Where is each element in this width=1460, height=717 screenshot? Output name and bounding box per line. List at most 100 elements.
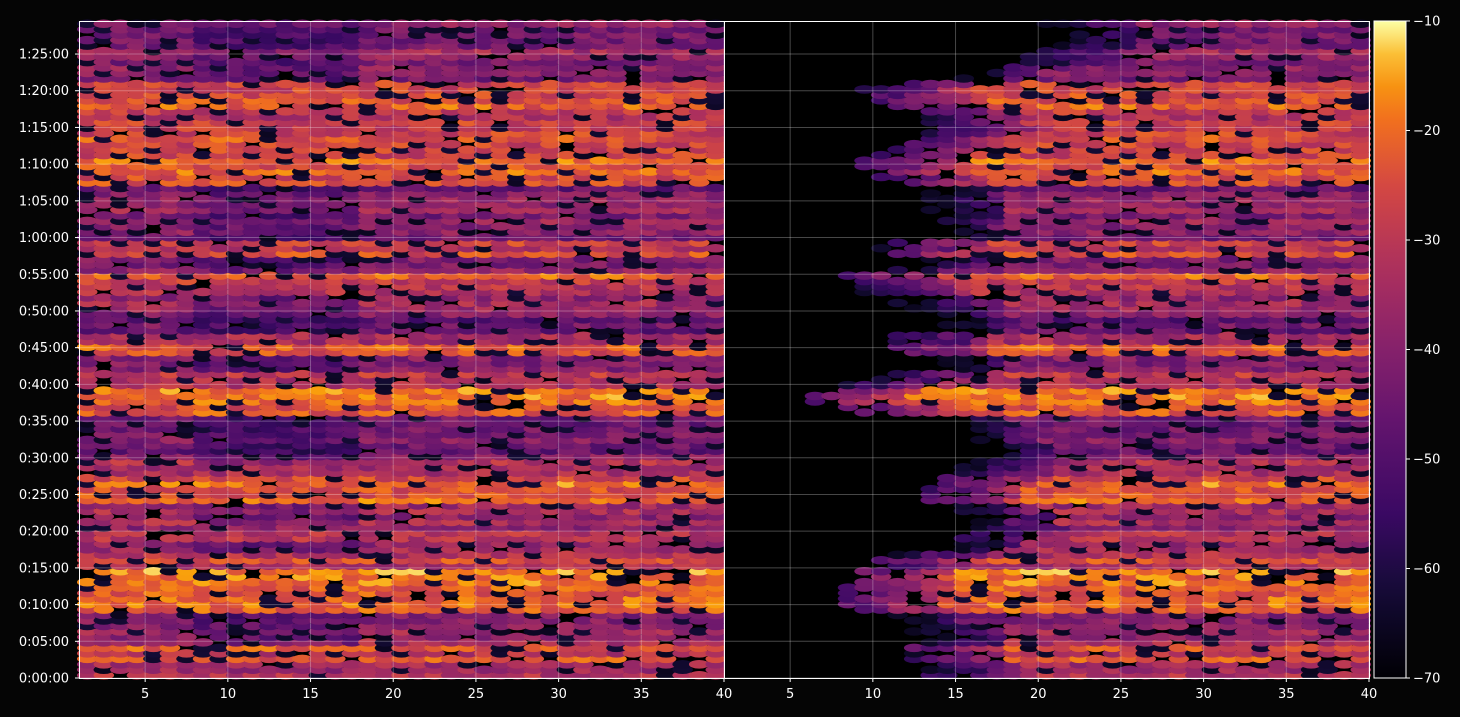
heatmap-cell [622,391,644,401]
heatmap-cell [176,632,197,642]
heatmap-cell [589,260,611,269]
heatmap-cell [688,276,710,286]
heatmap-cell [209,517,230,527]
heatmap-cell [341,265,363,275]
heatmap-cell [143,599,164,609]
heatmap-cell [358,599,379,609]
heatmap-cell [639,342,660,352]
heatmap-cell [622,583,644,592]
heatmap-cell [242,577,263,587]
heatmap-cell [705,243,726,253]
heatmap-cell [225,326,247,335]
heatmap-cell [374,287,396,297]
heatmap-cell [655,583,677,592]
heatmap-cell [374,539,396,549]
heatmap-cell [258,419,280,428]
heatmap-cell [407,304,429,313]
heatmap-cell [589,572,611,581]
heatmap-cell [225,638,247,647]
heatmap-cell [176,484,197,494]
heatmap-cell [655,413,677,423]
heatmap-cell [225,506,247,516]
heatmap-cell [308,315,330,324]
heatmap-cell [573,616,594,625]
heatmap-cell [176,391,197,401]
heatmap-cell [540,627,561,636]
heatmap-cell [391,512,412,521]
heatmap-cell [473,484,495,494]
heatmap-cell [655,545,677,554]
heatmap-cell [77,517,98,527]
heatmap-cell [672,583,693,592]
heatmap-cell [672,484,693,494]
heatmap-cell [308,419,330,428]
heatmap-cell [705,254,726,264]
heatmap-cell [358,616,379,625]
heatmap-cell [440,304,462,313]
heatmap-cell [143,539,164,549]
heatmap-cell [688,342,710,352]
heatmap-cell [424,118,445,127]
heatmap-cell [606,304,627,313]
heatmap-cell [507,588,528,598]
heatmap-cell [77,577,98,587]
heatmap-cell [655,643,677,653]
heatmap-cell [473,665,495,675]
heatmap-cell [159,435,181,445]
left-heatmap-panel [77,19,726,680]
heatmap-cell [225,265,247,275]
heatmap-cell [540,594,561,603]
heatmap-cell [341,627,363,636]
heatmap-cell [159,293,181,302]
heatmap-cell [292,419,313,428]
heatmap-cell [325,337,346,346]
heatmap-cell [440,139,462,149]
heatmap-cell [325,583,346,592]
heatmap-cell [77,473,98,483]
heatmap-cell [540,517,561,527]
heatmap-cell [275,577,296,587]
heatmap-cell [688,660,710,669]
heatmap-cell [242,276,263,286]
heatmap-cell [292,369,313,379]
heatmap-cell [688,462,710,472]
heatmap-cell [209,347,230,357]
heatmap-cell [192,523,214,532]
heatmap-cell [523,572,545,581]
heatmap-cell [292,331,313,341]
heatmap-cell [573,331,594,341]
heatmap-cell [391,413,412,423]
heatmap-cell [258,484,280,494]
heatmap-cell [606,282,627,291]
heatmap-cell [573,473,594,483]
heatmap-cell [672,380,693,390]
heatmap-cell [93,309,115,319]
heatmap-cell [705,183,726,193]
heatmap-cell [176,326,197,335]
heatmap-cell [192,287,214,297]
heatmap-cell [655,572,677,581]
heatmap-cell [672,545,693,554]
heatmap-cell [639,298,660,308]
heatmap-cell [225,517,247,527]
heatmap-cell [292,517,313,527]
heatmap-cell [258,594,280,603]
heatmap-cell [639,534,660,543]
heatmap-cell [209,380,230,390]
heatmap-cell [672,572,693,581]
heatmap-cell [391,337,412,346]
heatmap-cell [573,254,594,264]
heatmap-cell [110,265,131,275]
heatmap-cell [126,408,148,417]
heatmap-cell [143,566,164,576]
heatmap-cell [490,550,511,560]
heatmap-cell [556,577,578,587]
heatmap-cell [655,369,677,379]
right-heatmap-panel [724,19,1371,680]
heatmap-cell [143,484,164,494]
heatmap-cell [672,660,693,669]
heatmap-cell [473,468,495,477]
heatmap-cell [325,200,346,209]
heatmap-cell [523,643,545,653]
